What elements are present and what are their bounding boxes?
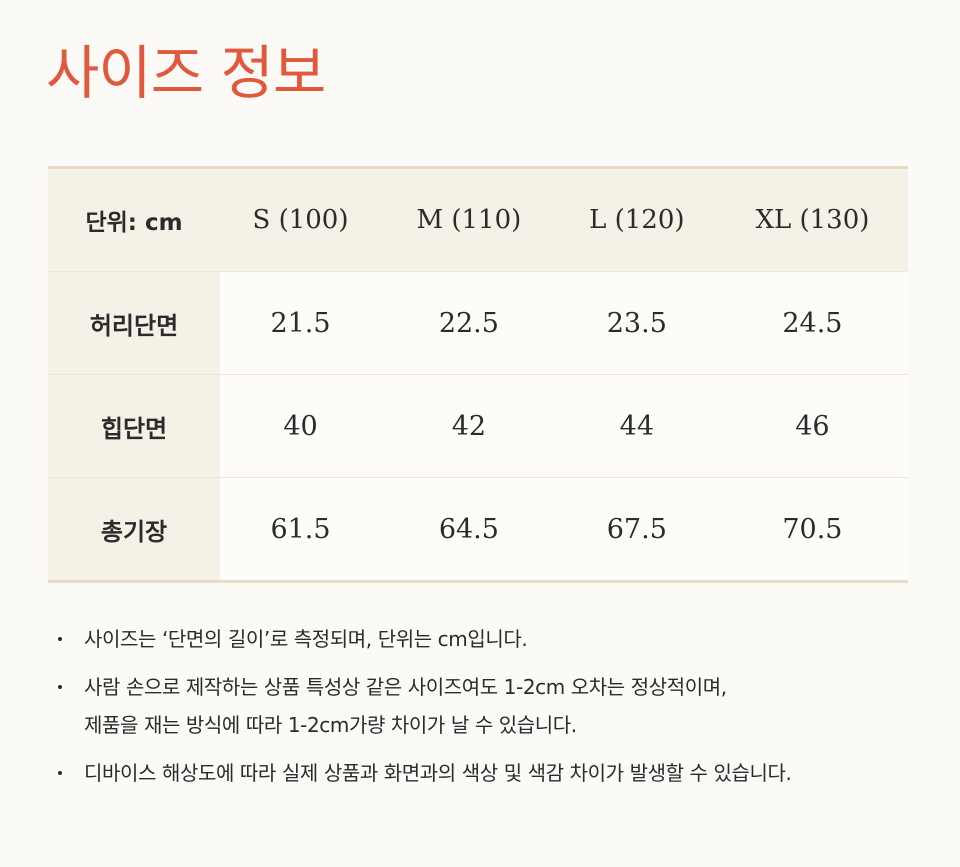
bullet-icon	[58, 685, 62, 689]
table-cell: 22.5	[381, 271, 557, 375]
row-label-length: 총기장	[48, 477, 220, 582]
note-text: 제품을 재는 방식에 따라 1-2cm가량 차이가 날 수 있습니다.	[84, 713, 577, 737]
list-item: 사이즈는 ‘단면의 길이’로 측정되며, 단위는 cm입니다.	[56, 620, 936, 658]
table-cell: 46	[716, 374, 908, 478]
table-cell: 23.5	[556, 271, 717, 375]
table-cell: 21.5	[220, 271, 381, 375]
table-row: 허리단면 21.5 22.5 23.5 24.5	[48, 271, 908, 375]
unit-label: 단위: cm	[48, 167, 220, 272]
size-table: 단위: cm S (100) M (110) L (120) XL (130) …	[48, 166, 908, 583]
size-header-xl: XL (130)	[716, 167, 908, 272]
size-header-s: S (100)	[220, 167, 381, 272]
table-row: 총기장 61.5 64.5 67.5 70.5	[48, 477, 908, 582]
table-cell: 70.5	[716, 477, 908, 582]
note-text: 디바이스 해상도에 따라 실제 상품과 화면과의 색상 및 색감 차이가 발생할…	[84, 761, 792, 785]
list-item: 디바이스 해상도에 따라 실제 상품과 화면과의 색상 및 색감 차이가 발생할…	[56, 754, 936, 792]
table-cell: 67.5	[556, 477, 717, 582]
size-header-l: L (120)	[556, 167, 717, 272]
list-item: 사람 손으로 제작하는 상품 특성상 같은 사이즈여도 1-2cm 오차는 정상…	[56, 668, 936, 744]
bullet-icon	[58, 771, 62, 775]
table-cell: 42	[381, 374, 557, 478]
size-header-m: M (110)	[381, 167, 557, 272]
page-title: 사이즈 정보	[46, 39, 326, 107]
table-row: 힙단면 40 42 44 46	[48, 374, 908, 478]
table-cell: 24.5	[716, 271, 908, 375]
note-text: 사람 손으로 제작하는 상품 특성상 같은 사이즈여도 1-2cm 오차는 정상…	[84, 675, 727, 699]
bullet-icon	[58, 637, 62, 641]
note-text: 사이즈는 ‘단면의 길이’로 측정되며, 단위는 cm입니다.	[84, 627, 528, 651]
notes-list: 사이즈는 ‘단면의 길이’로 측정되며, 단위는 cm입니다. 사람 손으로 제…	[56, 620, 936, 802]
row-label-waist: 허리단면	[48, 271, 220, 375]
table-cell: 61.5	[220, 477, 381, 582]
table-header-row: 단위: cm S (100) M (110) L (120) XL (130)	[48, 167, 908, 272]
row-label-hip: 힙단면	[48, 374, 220, 478]
table-cell: 40	[220, 374, 381, 478]
table-cell: 64.5	[381, 477, 557, 582]
table-cell: 44	[556, 374, 717, 478]
